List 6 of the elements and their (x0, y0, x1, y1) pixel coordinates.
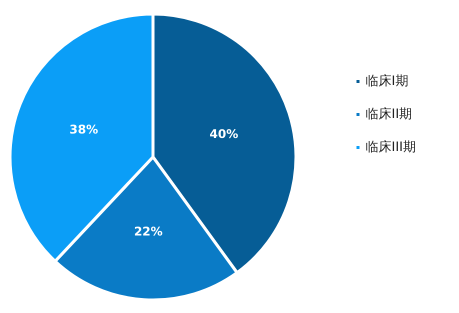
legend-label: 临床III期 (366, 140, 416, 155)
legend-label: 临床II期 (366, 107, 412, 122)
data-label: 38% (69, 122, 98, 137)
data-label: 40% (209, 126, 238, 141)
data-label: 22% (134, 224, 163, 238)
legend-label: 临床I期 (366, 74, 408, 89)
